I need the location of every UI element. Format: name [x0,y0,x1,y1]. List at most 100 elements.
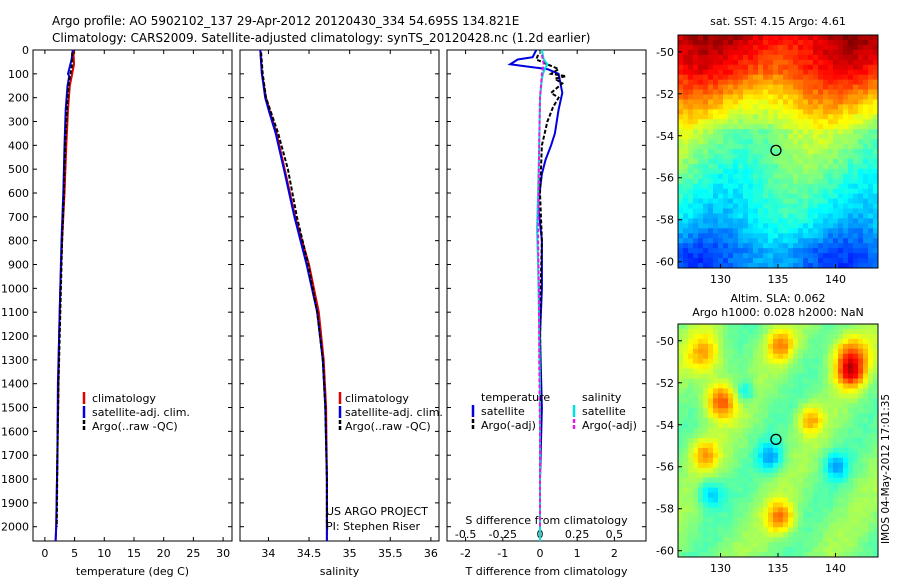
x-tick-label: 20 [157,547,171,560]
sla-map-subtitle: Argo h1000: 0.028 h2000: NaN [692,306,864,319]
legend-header-temperature: temperature [481,391,550,404]
x-tick-label: 34 [261,547,275,560]
x-axis-label: salinity [320,565,360,578]
map-axes: 130 135 140 -50 -52 -54 -56 -58 -60 130 135 140 -50 -… [656,46,846,575]
s-diff-tick-label: 0.25 [565,528,590,541]
y-tick-label: 400 [8,139,29,152]
map-x-tick-label: 130 [710,562,731,575]
legend-label-satellite: satellite-adj. clim. [345,406,443,419]
y-tick-label: 1400 [1,378,29,391]
x-tick-label: 5 [71,547,78,560]
s-diff-tick-label: 0.5 [606,528,624,541]
y-tick-label: 100 [8,68,29,81]
map-y-tick-label: -58 [656,503,674,516]
timestamp-stamp: IMOS 04-May-2012 17:01:35 [880,394,892,544]
y-tick-label: 1700 [1,449,29,462]
legend-label-t-satellite: satellite [481,405,525,418]
y-tick-label: 500 [8,163,29,176]
x-tick-label: 36 [424,547,438,560]
x-tick-label: 15 [127,547,141,560]
series-line-salinity-argo-adj- [537,54,545,527]
s-diff-tick-label: -0.5 [455,528,476,541]
y-tick-label: 2000 [1,521,29,534]
legend-label-argo: Argo(..raw -QC) [345,420,431,433]
legend-header-salinity: salinity [582,391,622,404]
figure-title-line1: Argo profile: AO 5902102_137 29-Apr-2012… [52,14,519,28]
map-y-tick-label: -54 [656,419,674,432]
x-axis-label: temperature (deg C) [76,565,189,578]
series-line-temperature-satellite [507,49,564,541]
map-y-tick-label: -50 [656,335,674,348]
y-tick-label: 1300 [1,354,29,367]
y-tick-label: 1600 [1,425,29,438]
y-tick-label: 700 [8,211,29,224]
x-tick-label: 30 [216,547,230,560]
y-tick-label: 1000 [1,282,29,295]
sla-map-title: Altim. SLA: 0.062 [730,292,825,305]
project-credit: US ARGO PROJECT [326,505,428,518]
temperature-legend: climatology satellite-adj. clim. Argo(..… [82,392,190,433]
x-axis-label: T difference from climatology [465,565,628,578]
map-y-tick-label: -56 [656,461,674,474]
x-tick-label: 2 [611,547,618,560]
sst-map-title: sat. SST: 4.15 Argo: 4.61 [710,15,846,28]
y-tick-label: 200 [8,92,29,105]
series-line-satellite-adj-clim- [259,49,328,541]
axes-ticks: 0100200300400500600700800900100011001200… [1,44,646,578]
profile-series [54,49,567,542]
legend-label-satellite: satellite-adj. clim. [92,406,190,419]
argo-position-marker [770,433,782,445]
difference-axes [446,49,647,542]
map-y-tick-label: -56 [656,172,674,185]
pi-credit: PI: Stephen Riser [326,520,421,533]
y-tick-label: 1200 [1,330,29,343]
x-tick-label: 25 [186,547,200,560]
map-x-tick-label: 140 [825,562,846,575]
x-tick-label: -1 [497,547,508,560]
map-x-tick-label: 135 [768,273,789,286]
salinity-axes [239,49,440,542]
map-y-tick-label: -58 [656,214,674,227]
s-diff-axis-label: S difference from climatology [465,514,628,527]
salinity-legend: climatology satellite-adj. clim. Argo(..… [338,392,443,433]
map-x-tick-label: 135 [768,562,789,575]
x-tick-label: 10 [97,547,111,560]
argo-position-marker [770,144,782,156]
y-tick-label: 1800 [1,473,29,486]
legend-label-s-argo: Argo(-adj) [582,419,637,432]
x-tick-label: 0 [41,547,48,560]
x-tick-label: 0 [536,547,543,560]
x-tick-label: 1 [574,547,581,560]
map-y-tick-label: -52 [656,377,674,390]
map-y-tick-label: -52 [656,88,674,101]
sla-map-image [678,324,878,557]
map-y-tick-label: -54 [656,130,674,143]
series-line-argo-raw-qc- [260,52,328,527]
y-tick-label: 1500 [1,402,29,415]
y-tick-label: 1900 [1,497,29,510]
map-x-tick-label: 140 [825,273,846,286]
legend-label-t-argo: Argo(-adj) [481,419,536,432]
x-tick-label: -2 [460,547,471,560]
legend-label-climatology: climatology [92,392,156,405]
legend-label-climatology: climatology [345,392,409,405]
y-tick-label: 0 [22,44,29,57]
map-y-tick-label: -50 [656,46,674,59]
x-tick-label: 34.5 [297,547,322,560]
y-tick-label: 900 [8,259,29,272]
y-tick-label: 600 [8,187,29,200]
series-line-argo-raw-qc- [55,52,74,527]
series-line-temperature-argo-adj- [535,54,567,527]
figure-title-line2: Climatology: CARS2009. Satellite-adjuste… [52,31,590,45]
x-tick-label: 35 [343,547,357,560]
y-tick-label: 800 [8,235,29,248]
difference-legend: temperature salinity satellite Argo(-adj… [471,391,637,432]
y-tick-label: 1100 [1,306,29,319]
legend-label-argo: Argo(..raw -QC) [92,420,178,433]
series-line-climatology [259,49,328,541]
temperature-axes [32,49,233,542]
sst-map-image [678,35,878,268]
y-tick-label: 300 [8,116,29,129]
map-y-tick-label: -60 [656,545,674,558]
